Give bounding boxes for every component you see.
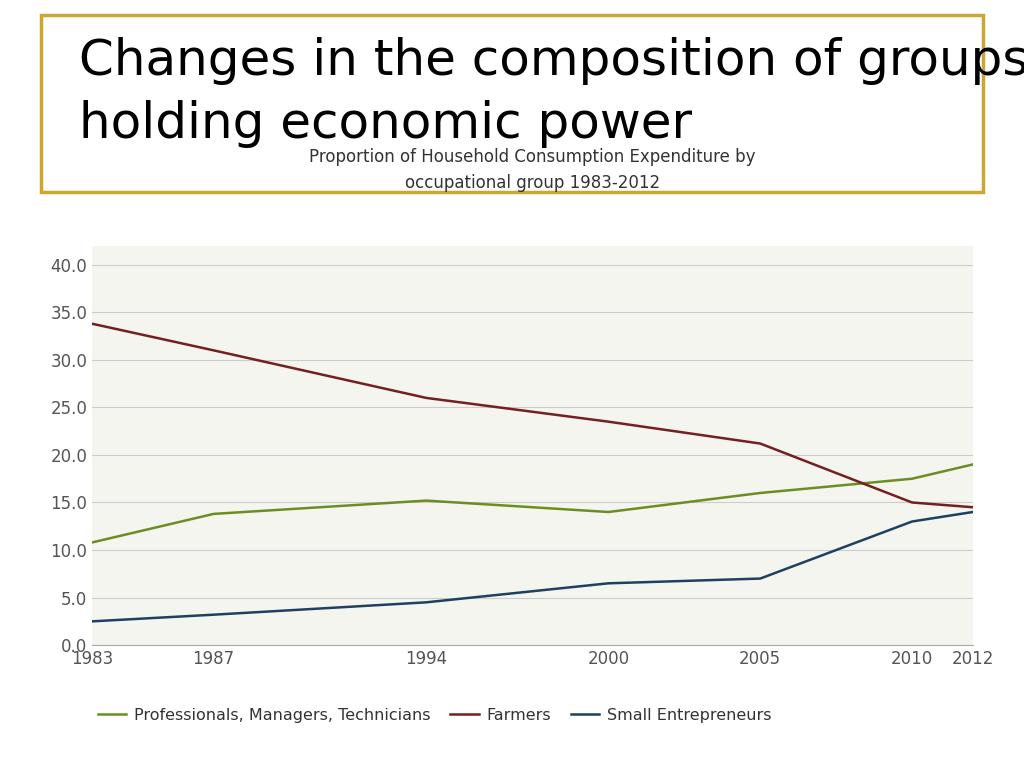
Text: Proportion of Household Consumption Expenditure by
occupational group 1983-2012: Proportion of Household Consumption Expe…	[309, 147, 756, 192]
Legend: Professionals, Managers, Technicians, Farmers, Small Entrepreneurs: Professionals, Managers, Technicians, Fa…	[91, 701, 778, 730]
FancyBboxPatch shape	[41, 15, 983, 192]
Text: Changes in the composition of groups
holding economic power: Changes in the composition of groups hol…	[79, 37, 1024, 147]
